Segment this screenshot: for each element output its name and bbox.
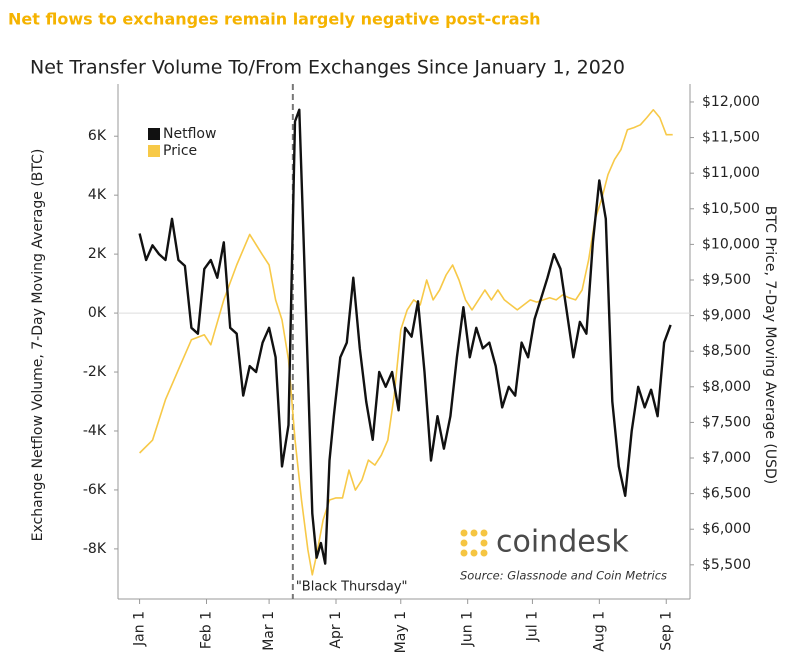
y2-tick-label: $6,500 [702, 486, 751, 502]
y-tick-label: 2K [88, 246, 107, 262]
y-tick-label: -2K [83, 364, 107, 380]
annotation-text: "Black Thursday" [296, 580, 408, 595]
x-tick-label: Jun 1 [460, 611, 476, 647]
x-tick-label: Feb 1 [198, 611, 214, 649]
x-tick-label: Mar 1 [261, 611, 277, 651]
y2-tick-label: $8,500 [702, 343, 751, 359]
y2-tick-label: $11,000 [702, 165, 760, 181]
chart-title: Net Transfer Volume To/From Exchanges Si… [30, 57, 625, 79]
series-line [139, 109, 673, 576]
logo-icon [460, 529, 488, 557]
y2-tick-label: $5,500 [702, 557, 751, 573]
x-tick-label: Sep 1 [658, 611, 674, 651]
y-tick-label: 4K [88, 187, 107, 203]
series-line [138, 108, 672, 565]
x-tick-label: May 1 [393, 611, 409, 653]
x-tick-label: Aug 1 [591, 611, 607, 652]
x-tick-label: Jul 1 [524, 611, 540, 642]
y-tick-label: 0K [88, 305, 107, 321]
y2-tick-label: $7,500 [702, 414, 751, 430]
y2-tick-label: $10,000 [702, 236, 760, 252]
source: Source: Glassnode and Coin Metrics [460, 569, 667, 583]
legend-label: Netflow [163, 126, 216, 142]
y2-tick-label: $9,000 [702, 308, 751, 324]
y2-tick-label: $10,500 [702, 201, 760, 217]
x-tick-label: Apr 1 [328, 611, 344, 649]
y2-tick-label: $7,000 [702, 450, 751, 466]
legend-swatch [148, 145, 160, 157]
legend-swatch [148, 128, 160, 140]
legend-label: Price [163, 143, 197, 159]
x-tick-label: Jan 1 [132, 611, 148, 647]
y-tick-label: 6K [88, 128, 107, 144]
y-tick-label: -8K [83, 541, 107, 557]
headline: Net flows to exchanges remain largely ne… [8, 10, 540, 29]
y2-tick-label: $12,000 [702, 94, 760, 110]
y-tick-label: -4K [83, 423, 107, 439]
y2-tick-label: $6,000 [702, 521, 751, 537]
y-tick-label: -6K [83, 482, 107, 498]
watermark: coindesk [496, 525, 629, 560]
y2-tick-label: $9,500 [702, 272, 751, 288]
y-axis-label: Exchange Netflow Volume, 7-Day Moving Av… [30, 149, 46, 542]
y2-tick-label: $11,500 [702, 130, 760, 146]
y2-tick-label: $8,000 [702, 379, 751, 395]
y2-axis-label: BTC Price, 7-Day Moving Average (USD) [762, 206, 778, 484]
